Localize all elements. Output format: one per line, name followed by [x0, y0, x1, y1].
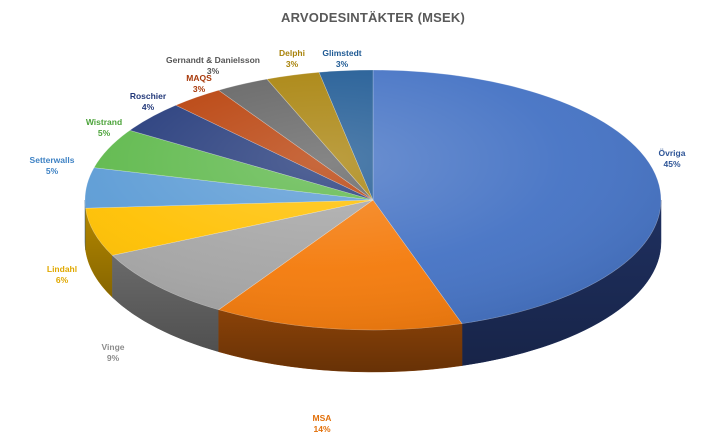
slice-pct-vinge: 9% — [107, 353, 120, 363]
slice-label-maqs: MAQS — [186, 73, 212, 83]
slice-label-vriga: Övriga — [659, 148, 686, 158]
slice-label-glimstedt: Glimstedt — [322, 48, 361, 58]
pie-side-shade-vriga — [461, 200, 661, 366]
slice-pct-vriga: 45% — [663, 159, 680, 169]
slice-pct-glimstedt: 3% — [336, 59, 349, 69]
pie-side-shade-vinge — [112, 255, 219, 352]
pie-side-shade-lindahl — [85, 208, 113, 298]
slice-pct-roschier: 4% — [142, 102, 155, 112]
pie-top-sheen — [85, 70, 661, 330]
slice-label-setterwalls: Setterwalls — [30, 155, 75, 165]
pie-sides — [84, 199, 662, 373]
slice-pct-lindahl: 6% — [56, 275, 69, 285]
slice-pct-maqs: 3% — [193, 84, 206, 94]
slice-label-vinge: Vinge — [102, 342, 125, 352]
slice-pct-setterwalls: 5% — [46, 166, 59, 176]
pie-side-shade-msa — [218, 309, 462, 372]
slice-pct-delphi: 3% — [286, 59, 299, 69]
pie-tops — [84, 69, 662, 331]
slice-label-gernandt-danielsson: Gernandt & Danielsson — [166, 55, 260, 65]
slice-pct-gernandt-danielsson: 3% — [207, 66, 220, 76]
slice-label-wistrand: Wistrand — [86, 117, 122, 127]
slice-label-msa: MSA — [313, 413, 332, 423]
slice-label-roschier: Roschier — [130, 91, 167, 101]
slice-label-delphi: Delphi — [279, 48, 305, 58]
chart-title: ARVODESINTÄKTER (MSEK) — [281, 10, 465, 25]
slice-pct-msa: 14% — [313, 424, 330, 434]
slice-label-lindahl: Lindahl — [47, 264, 77, 274]
slice-pct-wistrand: 5% — [98, 128, 111, 138]
